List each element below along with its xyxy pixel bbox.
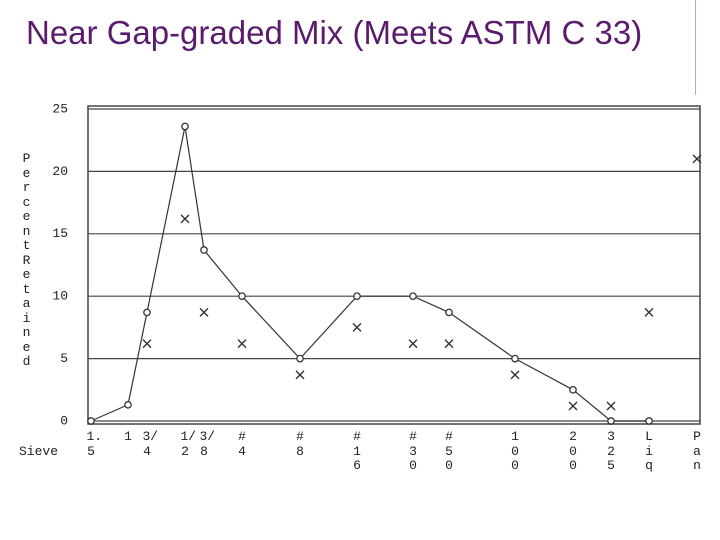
- point-marker: [445, 308, 453, 317]
- y-axis-label: Percent Retained: [22, 151, 31, 369]
- x-tick-label: 1.5: [86, 429, 103, 459]
- x-tick-label: #50: [445, 429, 453, 473]
- y-tick-label: 25: [52, 101, 68, 116]
- point-marker: [87, 417, 95, 425]
- point-marker: [238, 292, 246, 301]
- x-tick-label: 3/4: [142, 429, 159, 459]
- x-marker: [568, 401, 578, 411]
- point-marker: [296, 354, 304, 363]
- x-tick-label: Liq: [645, 429, 653, 473]
- data-line: [90, 126, 649, 422]
- x-marker: [692, 154, 702, 164]
- x-tick-label: 100: [511, 429, 519, 473]
- point-marker: [607, 417, 615, 425]
- y-tick-label: 0: [60, 413, 68, 428]
- x-marker: [180, 214, 190, 224]
- point-marker: [353, 292, 361, 301]
- y-tick-label: 15: [52, 226, 68, 241]
- x-marker: [237, 339, 247, 349]
- x-marker: [142, 339, 152, 349]
- slide-edge: [695, 0, 696, 95]
- point-marker: [200, 246, 208, 254]
- y-tick-label: 10: [52, 289, 68, 304]
- y-tick-label: 5: [60, 351, 68, 366]
- point-marker: [569, 385, 577, 394]
- x-marker: [510, 370, 520, 380]
- x-tick-label: Pan: [693, 429, 701, 473]
- x-tick-label: #16: [353, 429, 361, 473]
- x-marker: [606, 401, 616, 411]
- x-tick-label: 3/8: [199, 429, 216, 459]
- x-tick-label: #4: [238, 429, 246, 459]
- x-tick-label: #30: [409, 429, 417, 473]
- x-marker: [352, 322, 362, 332]
- y-tick-label: 20: [52, 164, 68, 179]
- x-tick-label: #8: [296, 429, 304, 459]
- plot-frame: [87, 105, 701, 425]
- point-marker: [409, 292, 417, 301]
- x-marker: [295, 370, 305, 380]
- x-marker: [199, 307, 209, 317]
- point-marker: [124, 400, 132, 409]
- x-marker: [444, 339, 454, 349]
- point-marker: [645, 417, 653, 425]
- x-tick-label: 1/2: [180, 429, 197, 459]
- point-marker: [181, 122, 189, 131]
- x-marker: [408, 339, 418, 349]
- x-axis-label: Sieve: [19, 444, 59, 459]
- slide-title: Near Gap-graded Mix (Meets ASTM C 33): [26, 14, 643, 51]
- point-marker: [143, 308, 151, 317]
- x-tick-label: 325: [607, 429, 615, 473]
- point-marker: [511, 354, 519, 363]
- x-marker: [644, 307, 654, 317]
- x-tick-label: 200: [569, 429, 577, 473]
- x-tick-label: 1: [124, 429, 132, 444]
